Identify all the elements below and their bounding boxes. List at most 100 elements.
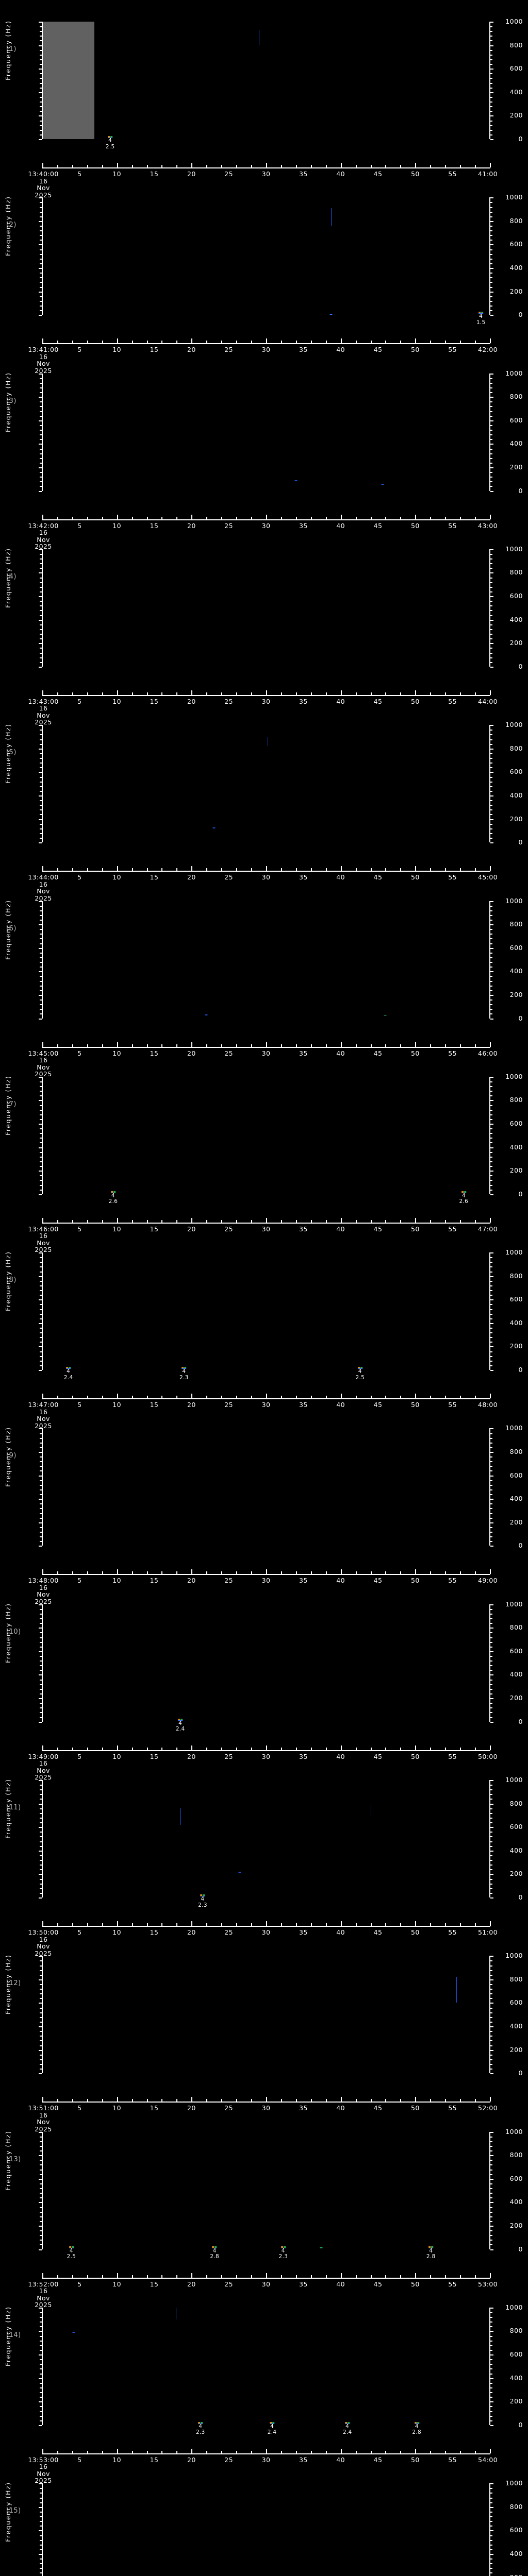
detection-dot <box>320 2247 323 2249</box>
y-axis-minor-tick <box>40 814 42 816</box>
spectral-trace <box>370 1804 372 1816</box>
pick-marker[interactable]: 4 2.4 <box>176 1718 185 1733</box>
x-axis-minor-tick <box>87 1571 88 1574</box>
y-axis-tick-label: 800 <box>509 1272 523 1280</box>
pick-marker[interactable]: 4 2.5 <box>355 1367 365 1381</box>
y-axis-tick <box>39 924 42 926</box>
pick-marker[interactable]: 4 2.4 <box>343 2421 352 2436</box>
y-axis-minor-tick <box>40 905 42 907</box>
x-axis-minor-tick <box>131 692 133 695</box>
pick-marker[interactable]: 4 2.6 <box>109 1191 118 1205</box>
x-axis-minor-tick <box>236 2275 238 2278</box>
pick-triangle-icon <box>66 1367 71 1369</box>
pick-label-primary: 4 <box>281 2247 285 2254</box>
y-axis-spine-right <box>489 1780 493 1899</box>
x-axis-minor-tick <box>102 1923 103 1926</box>
y-axis-title: Frequency (Hz) <box>4 20 12 80</box>
y-axis-minor-tick <box>490 235 492 236</box>
y-axis-minor-tick <box>490 734 492 736</box>
x-axis-tick-label: 15 <box>150 873 159 882</box>
x-axis-minor-tick <box>400 1396 402 1399</box>
y-axis-tick <box>39 1323 42 1324</box>
x-axis-minor-tick <box>176 1219 178 1223</box>
pick-marker[interactable]: 4 2.3 <box>198 1894 207 1908</box>
x-axis-minor-tick <box>72 1923 73 1926</box>
pick-marker[interactable]: 4 2.4 <box>268 2421 277 2436</box>
y-axis-minor-tick <box>40 1888 42 1889</box>
y-axis-tick <box>39 1628 42 1629</box>
x-axis-minor-tick <box>72 692 73 695</box>
y-axis-minor-tick <box>40 202 42 204</box>
y-axis-tick <box>490 1827 493 1828</box>
y-axis-minor-tick <box>40 120 42 122</box>
y-axis-minor-tick <box>40 2572 42 2574</box>
y-axis-minor-tick <box>490 1888 492 1889</box>
y-axis-minor-tick <box>40 387 42 388</box>
x-axis-minor-tick <box>176 341 178 344</box>
y-axis-minor-tick <box>40 1684 42 1685</box>
x-axis-minor-tick <box>460 341 461 344</box>
x-axis-minor-tick <box>176 1747 178 1750</box>
x-axis-minor-tick <box>445 2099 447 2102</box>
x-axis-minor-tick <box>131 2275 133 2278</box>
y-axis-minor-tick <box>490 638 492 640</box>
y-axis-minor-tick <box>490 2045 492 2046</box>
x-axis-tick <box>266 1217 267 1223</box>
y-axis-minor-tick <box>40 207 42 208</box>
pick-marker[interactable]: 4 2.8 <box>412 2421 421 2436</box>
pick-marker[interactable]: 4 2.8 <box>210 2246 219 2260</box>
y-axis-tick-label: 600 <box>509 1471 523 1479</box>
x-axis-minor-tick <box>161 1747 163 1750</box>
y-axis-minor-tick <box>40 648 42 649</box>
y-axis-spine-left <box>39 1604 43 1723</box>
y-axis-minor-tick <box>40 730 42 731</box>
y-axis-minor-tick <box>40 577 42 579</box>
x-axis-tick-label: 30 <box>261 346 271 354</box>
y-axis-minor-tick <box>490 2240 492 2241</box>
pick-marker[interactable]: 4 2.3 <box>179 1367 189 1381</box>
y-axis-minor-tick <box>40 134 42 135</box>
x-axis-minor-tick <box>445 1396 447 1399</box>
y-axis-tick <box>490 1299 493 1301</box>
pick-label-secondary: 2.3 <box>198 1902 207 1908</box>
x-axis-tick-label: 5 <box>77 873 82 882</box>
pick-marker[interactable]: 4 1.5 <box>476 312 486 326</box>
x-axis-tick <box>340 163 342 167</box>
pick-marker[interactable]: 4 2.5 <box>67 2246 76 2260</box>
pick-marker[interactable]: 4 2.8 <box>426 2246 436 2260</box>
x-axis-minor-tick <box>146 1571 148 1574</box>
y-axis-minor-tick <box>490 2054 492 2056</box>
pick-marker[interactable]: 4 2.5 <box>106 136 115 150</box>
y-axis-tick <box>39 1874 42 1875</box>
x-axis-tick-label: 50 <box>410 1401 420 1409</box>
x-axis-tick-label: 20 <box>187 1225 196 1233</box>
x-axis-minor-tick <box>295 1044 297 1047</box>
y-axis-minor-tick <box>490 2572 492 2574</box>
y-axis-minor-tick <box>40 31 42 32</box>
y-axis-tick <box>490 2506 493 2508</box>
x-axis-tick <box>340 1217 342 1223</box>
y-axis-tick <box>39 549 42 550</box>
x-axis-minor-tick <box>280 2099 282 2102</box>
y-axis-minor-tick <box>40 833 42 834</box>
x-axis-minor-tick <box>131 1219 133 1223</box>
x-axis-minor-tick <box>460 2099 461 2102</box>
x-axis-start-label: 13:46:00 16 Nov 2025 <box>28 1226 58 1253</box>
y-axis-tick <box>490 748 493 750</box>
y-axis-minor-tick <box>490 828 492 829</box>
y-axis-tick <box>39 315 42 316</box>
y-axis-minor-tick <box>40 634 42 635</box>
x-axis-tick-label: 25 <box>224 2280 234 2288</box>
y-axis-minor-tick <box>40 1105 42 1106</box>
pick-marker[interactable]: 4 2.6 <box>459 1191 469 1205</box>
x-axis-tick <box>42 338 43 344</box>
pick-marker[interactable]: 4 2.3 <box>278 2246 288 2260</box>
y-axis-minor-tick <box>40 2240 42 2241</box>
x-axis-tick <box>191 1569 193 1574</box>
pick-marker[interactable]: 4 2.3 <box>196 2421 205 2436</box>
x-axis-date-part: 16 <box>39 704 48 713</box>
y-axis-minor-tick <box>40 657 42 658</box>
y-axis-tick <box>490 1276 493 1277</box>
pick-marker[interactable]: 4 2.4 <box>64 1367 73 1381</box>
x-axis-tick <box>191 1921 193 1926</box>
